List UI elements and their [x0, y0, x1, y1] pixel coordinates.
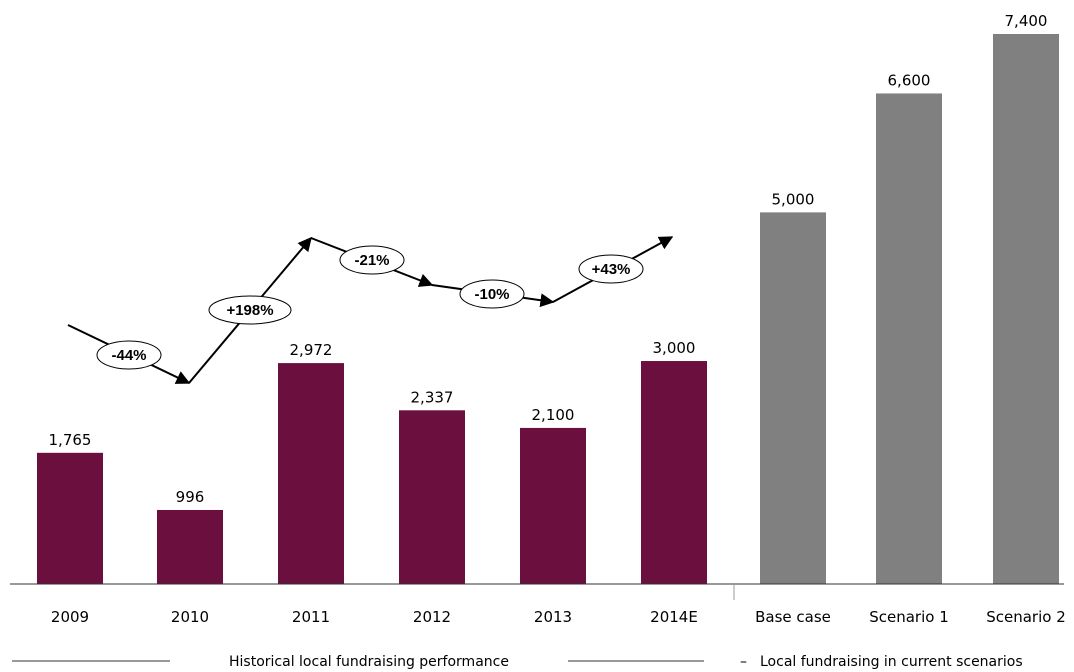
value-label-2010: 996 — [176, 488, 205, 506]
bar-2014e — [641, 361, 707, 584]
legend-scenarios: Local fundraising in current scenarios — [760, 654, 1023, 670]
legend-historical: Historical local fundraising performance — [229, 654, 509, 670]
bar-2011 — [278, 363, 344, 584]
category-label-2009: 2009 — [51, 608, 89, 626]
value-label-2012: 2,337 — [411, 388, 454, 406]
bar-scenario-2 — [993, 34, 1059, 584]
growth-bubble-2 — [208, 295, 292, 325]
growth-label-4: -10% — [474, 286, 509, 303]
bar-2010 — [157, 509, 223, 584]
value-labels-group: 1,765 996 2,972 2,337 2,100 3,000 5,000 6,600 7,… — [49, 12, 1048, 506]
value-label-2009: 1,765 — [49, 431, 92, 449]
growth-label-1: -44% — [111, 347, 146, 364]
trend-group: -44% +198% -21% -10% +43% — [67, 236, 674, 384]
category-label-2013: 2013 — [534, 608, 572, 626]
growth-bubble-5 — [578, 254, 644, 284]
value-label-2014e: 3,000 — [653, 339, 696, 357]
bar-base-case — [760, 212, 826, 585]
growth-label-5: +43% — [592, 261, 631, 278]
category-labels-group: 2009 2010 2011 2012 2013 2014E Base case Scenar… — [51, 608, 1066, 626]
category-label-scenario-1: Scenario 1 — [869, 608, 949, 626]
value-label-scenario-1: 6,600 — [888, 71, 931, 89]
bars-group — [37, 34, 1059, 585]
bar-2012 — [399, 410, 465, 584]
value-label-2011: 2,972 — [290, 341, 333, 359]
category-label-2012: 2012 — [413, 608, 451, 626]
value-label-2013: 2,100 — [532, 406, 575, 424]
value-label-base-case: 5,000 — [772, 190, 815, 208]
bar-2009 — [37, 452, 103, 584]
category-label-scenario-2: Scenario 2 — [986, 608, 1066, 626]
category-label-base-case: Base case — [755, 608, 831, 626]
bar-scenario-1 — [876, 93, 942, 584]
category-label-2011: 2011 — [292, 608, 330, 626]
growth-bubble-1 — [96, 340, 162, 370]
category-label-2010: 2010 — [171, 608, 209, 626]
bar-2013 — [520, 427, 586, 584]
growth-bubble-4 — [459, 279, 525, 309]
growth-label-3: -21% — [354, 252, 389, 269]
legend-scenarios-dash: – — [740, 654, 747, 670]
growth-bubble-3 — [339, 245, 405, 275]
value-label-scenario-2: 7,400 — [1005, 12, 1048, 30]
growth-label-2: +198% — [226, 302, 273, 319]
category-label-2014e: 2014E — [650, 608, 698, 626]
